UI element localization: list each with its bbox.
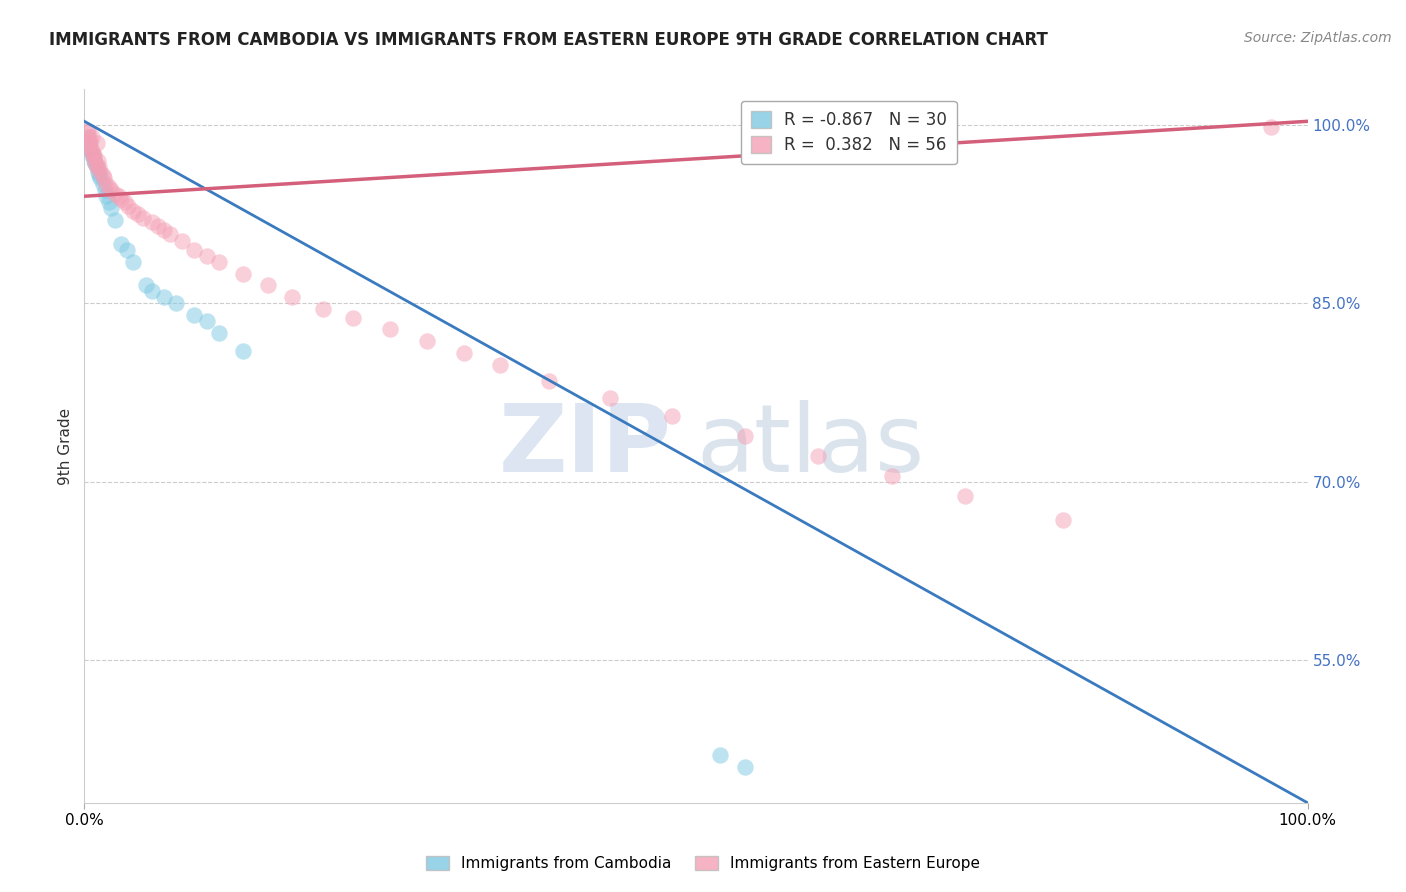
Point <box>79 136 101 150</box>
Point <box>91 178 114 192</box>
Point <box>489 358 512 372</box>
Point <box>132 211 155 225</box>
Legend: Immigrants from Cambodia, Immigrants from Eastern Europe: Immigrants from Cambodia, Immigrants fro… <box>420 849 986 877</box>
Point <box>104 213 127 227</box>
Text: ZIP: ZIP <box>499 400 672 492</box>
Point <box>953 489 976 503</box>
Point <box>115 243 138 257</box>
Point <box>83 151 105 165</box>
Point <box>1052 513 1074 527</box>
Point <box>159 227 181 242</box>
Point <box>80 147 103 161</box>
Point <box>110 236 132 251</box>
Point <box>110 192 132 206</box>
Point <box>1260 120 1282 135</box>
Point <box>122 254 145 268</box>
Point <box>599 392 621 406</box>
Point <box>114 195 136 210</box>
Point <box>734 429 756 443</box>
Point <box>195 314 218 328</box>
Point <box>208 326 231 340</box>
Point <box>82 147 104 161</box>
Point <box>416 334 439 349</box>
Point <box>232 267 254 281</box>
Point <box>87 160 110 174</box>
Point <box>183 243 205 257</box>
Point <box>91 168 114 182</box>
Point <box>77 136 100 150</box>
Point <box>104 186 127 201</box>
Point <box>153 222 176 236</box>
Point <box>79 142 101 156</box>
Legend: R = -0.867   N = 30, R =  0.382   N = 56: R = -0.867 N = 30, R = 0.382 N = 56 <box>741 101 956 164</box>
Point <box>87 165 110 179</box>
Point <box>538 374 561 388</box>
Point <box>122 203 145 218</box>
Text: Source: ZipAtlas.com: Source: ZipAtlas.com <box>1244 31 1392 45</box>
Point <box>232 343 254 358</box>
Point <box>77 124 100 138</box>
Point <box>880 468 903 483</box>
Point <box>76 124 98 138</box>
Point <box>312 302 335 317</box>
Point <box>117 199 139 213</box>
Point <box>257 278 280 293</box>
Point <box>77 129 100 144</box>
Point <box>80 144 103 158</box>
Point <box>141 285 163 299</box>
Point <box>183 308 205 322</box>
Point <box>127 207 149 221</box>
Point <box>107 189 129 203</box>
Point <box>79 142 101 156</box>
Point <box>89 171 111 186</box>
Point <box>82 147 104 161</box>
Point <box>100 201 122 215</box>
Point <box>172 235 194 249</box>
Point <box>146 219 169 233</box>
Point <box>709 748 731 763</box>
Point <box>281 290 304 304</box>
Point <box>208 254 231 268</box>
Text: atlas: atlas <box>696 400 924 492</box>
Point <box>83 153 105 168</box>
Point <box>734 760 756 774</box>
Text: IMMIGRANTS FROM CAMBODIA VS IMMIGRANTS FROM EASTERN EUROPE 9TH GRADE CORRELATION: IMMIGRANTS FROM CAMBODIA VS IMMIGRANTS F… <box>49 31 1047 49</box>
Point <box>84 156 107 170</box>
Y-axis label: 9th Grade: 9th Grade <box>58 408 73 484</box>
Point <box>165 296 187 310</box>
Point <box>153 290 176 304</box>
Point <box>77 129 100 144</box>
Point <box>93 171 115 186</box>
Point <box>135 278 157 293</box>
Point <box>94 183 117 197</box>
Point <box>77 136 100 150</box>
Point <box>97 179 120 194</box>
Point <box>96 189 118 203</box>
Point <box>141 215 163 229</box>
Point <box>83 147 105 161</box>
Point <box>453 346 475 360</box>
Point <box>195 249 218 263</box>
Point <box>97 195 120 210</box>
Point <box>86 160 108 174</box>
Point <box>807 449 830 463</box>
Point <box>380 322 402 336</box>
Point <box>87 168 110 182</box>
Point <box>96 178 118 192</box>
Point <box>100 183 122 197</box>
Point <box>89 165 111 179</box>
Point <box>86 136 108 150</box>
Point <box>80 129 103 144</box>
Point <box>661 409 683 424</box>
Point <box>342 310 364 325</box>
Point <box>87 153 110 168</box>
Point <box>86 160 108 174</box>
Point <box>84 156 107 170</box>
